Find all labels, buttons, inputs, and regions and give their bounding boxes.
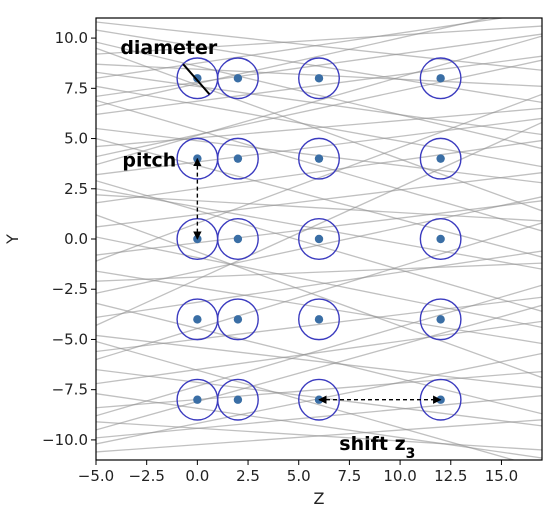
tube-center-point — [436, 74, 445, 83]
background-line — [96, 370, 542, 409]
y-tick-label: 10.0 — [55, 29, 88, 47]
background-line — [96, 200, 542, 256]
x-tick-label: 2.5 — [236, 467, 260, 485]
tube-center-point — [314, 234, 324, 244]
background-line — [96, 222, 542, 361]
tube-center-point — [314, 315, 324, 324]
annotation-label: diameter — [120, 37, 218, 59]
background-line — [96, 180, 542, 312]
background-line — [96, 214, 542, 379]
background-line — [96, 320, 542, 385]
background-line — [96, 340, 517, 460]
tube-center-point — [314, 154, 324, 163]
tube-circle — [298, 57, 340, 100]
tube-circle — [216, 137, 259, 180]
background-line — [96, 29, 542, 104]
background-line — [96, 262, 542, 282]
x-tick-label: 0.0 — [185, 467, 209, 485]
annotation-subscript: 3 — [406, 446, 416, 462]
tube-circle — [216, 57, 259, 100]
background-line — [96, 419, 542, 453]
y-axis-title: Y — [3, 234, 22, 245]
tube-circle — [298, 298, 340, 341]
x-axis-ticks: −5.0 −2.5 0.0 2.5 5.0 7.5 10.0 12.5 15.0 — [78, 460, 518, 485]
y-tick-label: −5.0 — [52, 330, 88, 348]
background-line — [96, 284, 542, 417]
background-line — [96, 85, 542, 168]
tube-circle — [298, 137, 340, 180]
background-line — [96, 33, 542, 97]
tube-circle — [419, 298, 462, 341]
background-line — [96, 395, 542, 439]
tube-center-point — [436, 315, 445, 324]
y-tick-label: 7.5 — [64, 79, 88, 97]
background-line — [96, 137, 542, 258]
y-tick-label: 5.0 — [64, 130, 88, 148]
tube-center-point — [193, 315, 202, 324]
y-tick-label: −2.5 — [52, 280, 88, 298]
tube-center-point — [233, 154, 243, 163]
background-line — [96, 117, 542, 176]
background-line — [96, 121, 542, 326]
background-lines — [96, 18, 542, 460]
background-line — [96, 35, 542, 166]
tube-center-point — [233, 74, 243, 83]
annotation-label: shift z3 — [339, 433, 415, 462]
x-axis-title: Z — [314, 489, 325, 508]
background-line — [96, 71, 542, 136]
x-tick-label: 7.5 — [337, 467, 361, 485]
background-line — [96, 107, 542, 148]
tube-center-point — [193, 395, 202, 404]
background-line — [96, 236, 542, 329]
diameter-line — [182, 63, 211, 96]
background-line — [96, 196, 542, 294]
tube-center-point — [233, 315, 243, 324]
y-tick-label: −7.5 — [52, 381, 88, 399]
background-line — [96, 139, 542, 204]
annotation-arrows — [182, 63, 442, 404]
tube-center-point — [314, 74, 324, 83]
background-line — [96, 93, 542, 262]
tube-circle — [216, 298, 259, 341]
background-line — [96, 172, 542, 228]
background-line — [96, 250, 542, 318]
x-tick-label: −5.0 — [78, 467, 114, 485]
x-tick-label: 15.0 — [485, 467, 518, 485]
y-tick-label: 0.0 — [64, 230, 88, 248]
tube-center-point — [436, 154, 445, 163]
x-tick-label: 12.5 — [434, 467, 467, 485]
x-tick-label: 10.0 — [383, 467, 416, 485]
tube-center-point — [193, 74, 202, 83]
tube-circle — [419, 218, 462, 260]
background-line — [96, 194, 542, 222]
x-tick-label: −2.5 — [128, 467, 164, 485]
tube-center-point — [233, 234, 243, 244]
tube-center-point — [233, 395, 243, 404]
tube-circle — [298, 218, 340, 260]
tube-circle — [419, 57, 462, 100]
annotation-labels: diameter pitch shift z3 — [120, 37, 415, 462]
annotation-label: pitch — [122, 150, 176, 172]
background-line — [96, 21, 542, 71]
background-line — [96, 334, 542, 389]
y-tick-label: 2.5 — [64, 180, 88, 198]
background-line — [96, 18, 492, 108]
background-line — [96, 41, 542, 150]
tube-center-point — [436, 234, 445, 244]
background-line — [96, 55, 542, 116]
background-line — [96, 99, 542, 232]
y-tick-label: −10.0 — [42, 431, 88, 449]
y-axis-ticks: −10.0 −7.5 −5.0 −2.5 0.0 2.5 5.0 7.5 10.0 — [42, 29, 96, 449]
background-line — [96, 47, 542, 212]
x-tick-label: 5.0 — [287, 467, 311, 485]
tube-circle — [216, 218, 259, 260]
background-line — [96, 25, 542, 55]
background-line — [96, 304, 542, 431]
tube-circle — [216, 378, 259, 421]
tube-centers — [193, 74, 445, 404]
background-line — [96, 302, 542, 415]
tube-circle — [419, 137, 462, 180]
